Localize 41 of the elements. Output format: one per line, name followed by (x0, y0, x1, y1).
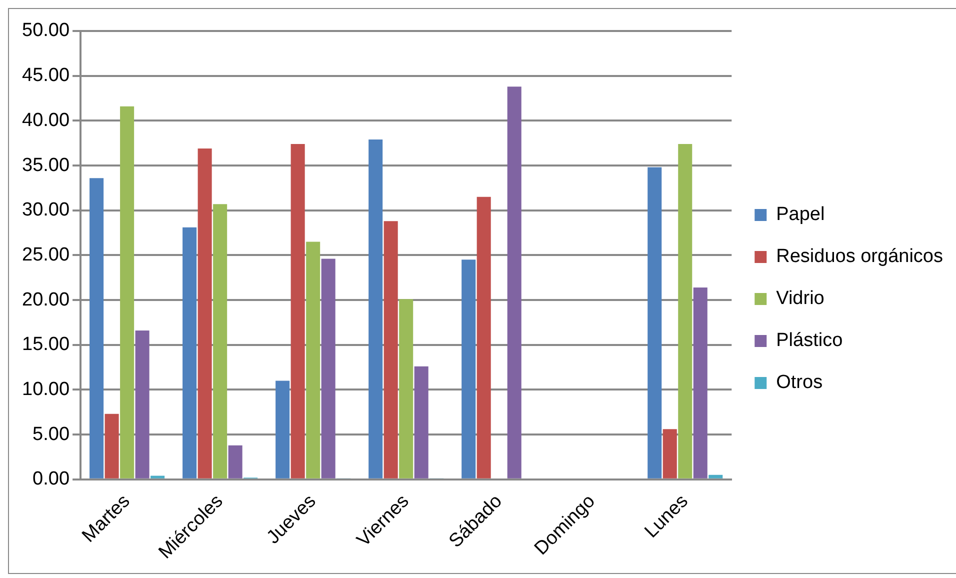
bar (228, 445, 242, 478)
y-tick-label: 20.00 (22, 289, 70, 310)
bar (678, 144, 692, 478)
bar (150, 476, 165, 478)
bar (476, 196, 491, 478)
bar (414, 366, 428, 478)
bar (693, 287, 708, 478)
bar (648, 167, 662, 478)
y-tick-label: 40.00 (22, 110, 70, 131)
y-tick-label: 0.00 (32, 468, 70, 490)
legend-label: Otros (776, 372, 823, 394)
bar (135, 330, 150, 478)
bar (104, 414, 119, 478)
bar (708, 474, 723, 478)
bar (198, 148, 212, 478)
y-tick-label: 35.00 (22, 154, 70, 176)
bar (368, 140, 383, 478)
y-tick-label: 25.00 (22, 244, 70, 266)
bar (120, 106, 134, 478)
y-tick-label: 30.00 (22, 200, 70, 221)
y-tick-label: 15.00 (22, 334, 70, 356)
bar (213, 204, 228, 478)
bar (182, 227, 197, 478)
bar (90, 178, 104, 478)
bar (321, 258, 336, 478)
bar (290, 144, 305, 478)
bar (462, 260, 476, 478)
bar (306, 242, 320, 478)
legend-label: Residuos orgánicos (776, 246, 944, 268)
bar (384, 221, 398, 478)
bar (662, 429, 677, 478)
legend-label: Plástico (776, 330, 843, 352)
legend-label: Papel (776, 204, 825, 226)
y-tick-label: 10.00 (22, 378, 70, 400)
y-tick-label: 5.00 (32, 424, 70, 445)
bar (507, 86, 522, 478)
y-tick-label: 50.00 (22, 20, 70, 42)
bar (276, 380, 290, 478)
bar (399, 299, 414, 478)
y-tick-label: 45.00 (22, 65, 70, 86)
legend-label: Vidrio (776, 288, 824, 310)
